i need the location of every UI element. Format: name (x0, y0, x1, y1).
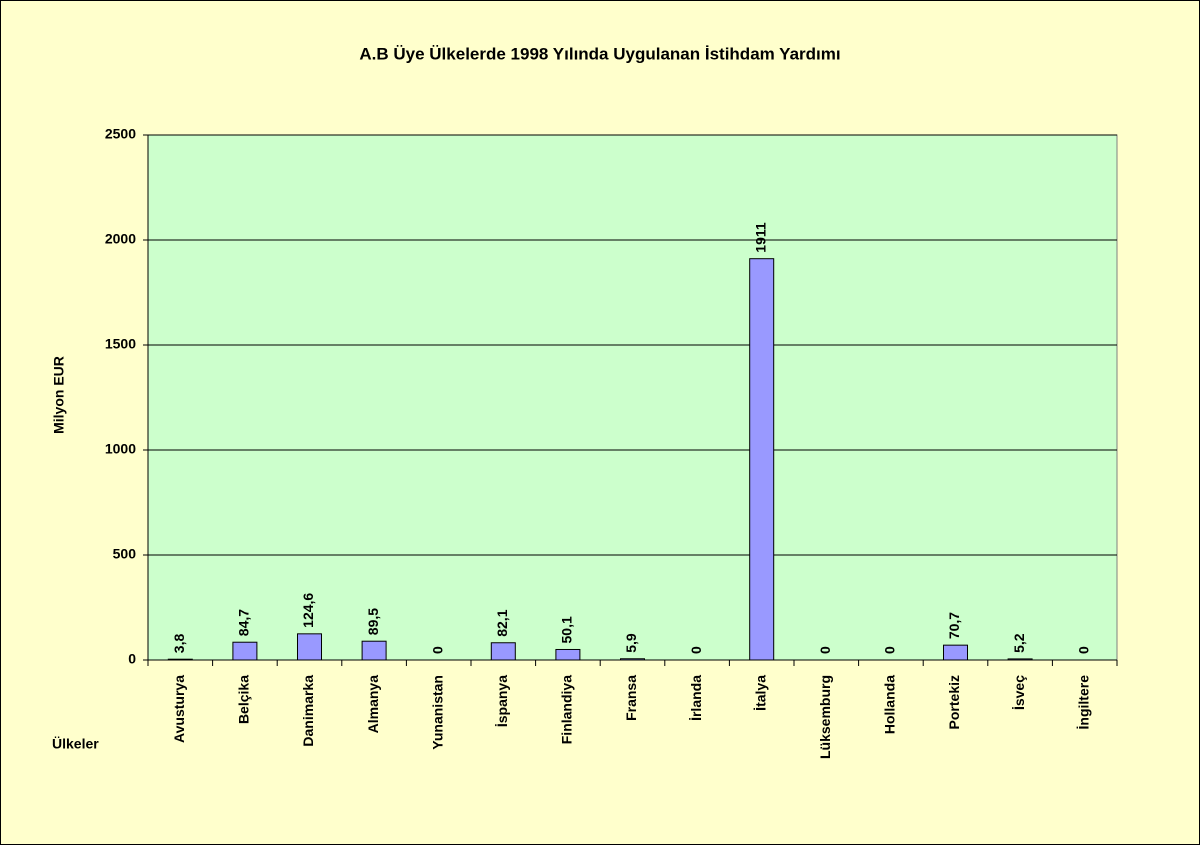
value-label: 0 (688, 646, 704, 654)
x-tick-label: İngiltere (1075, 675, 1091, 730)
x-tick-label: İsveç (1011, 675, 1027, 710)
value-label: 5,9 (623, 633, 639, 653)
x-tick-label: Finlandiya (559, 675, 575, 744)
bar (749, 258, 775, 661)
value-label: 82,1 (494, 609, 510, 636)
x-tick-label: Hollanda (882, 675, 898, 734)
value-label: 0 (882, 646, 898, 654)
y-tick-label: 1000 (105, 441, 136, 457)
x-axis-label: Ülkeler (52, 736, 99, 752)
value-label: 0 (429, 646, 445, 654)
bar (555, 648, 581, 661)
chart-title: A.B Üye Ülkelerde 1998 Yılında Uygulanan… (359, 44, 840, 63)
x-tick-label: Lüksemburg (817, 675, 833, 759)
x-tick-label: Almanya (365, 675, 381, 734)
x-tick-label: Fransa (623, 675, 639, 721)
value-label: 0 (817, 646, 833, 654)
y-axis-label: Milyon EUR (51, 356, 67, 434)
x-tick-label: Belçika (236, 675, 252, 724)
bar (361, 640, 387, 661)
y-tick-label: 2500 (105, 126, 136, 142)
bar (232, 641, 258, 661)
plot-area (147, 134, 1118, 661)
value-label: 70,7 (946, 612, 962, 639)
x-tick-label: Danimarka (300, 675, 316, 747)
y-tick-label: 500 (113, 546, 137, 562)
x-tick-label: İtalya (752, 675, 768, 711)
x-tick-label: İspanya (494, 675, 510, 727)
value-label: 50,1 (559, 616, 575, 643)
y-tick-label: 1500 (105, 336, 136, 352)
value-label: 1911 (752, 222, 768, 253)
value-label: 84,7 (236, 609, 252, 636)
y-tick-label: 0 (128, 651, 136, 667)
x-tick-label: Avusturya (171, 675, 187, 743)
x-tick-label: İrlanda (688, 675, 704, 721)
bar (490, 642, 516, 661)
value-label: 89,5 (365, 608, 381, 635)
bar (297, 633, 322, 661)
value-label: 3,8 (171, 634, 187, 654)
x-tick-label: Yunanistan (429, 675, 445, 750)
bar (943, 644, 968, 661)
value-label: 0 (1075, 646, 1091, 654)
x-tick-label: Portekiz (946, 675, 962, 729)
value-label: 124,6 (300, 593, 316, 628)
y-tick-label: 2000 (105, 231, 136, 247)
value-label: 5,2 (1011, 633, 1027, 653)
